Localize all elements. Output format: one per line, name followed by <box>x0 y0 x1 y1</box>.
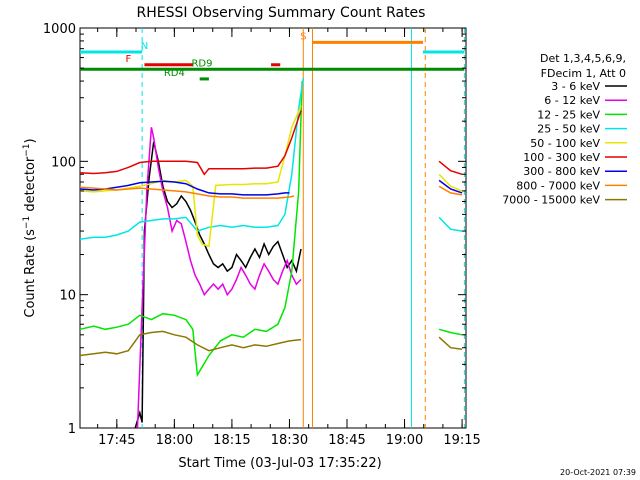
series-line-0-seg-0 <box>134 141 302 429</box>
legend: Det 1,3,4,5,6,9, FDecim 1, Att 03 - 6 keV… <box>502 52 627 207</box>
flag-label-0: N <box>141 41 148 52</box>
series-line-7-seg-0 <box>79 186 295 199</box>
series-line-2-seg-1 <box>438 328 463 336</box>
y-tick-label-2: 100 <box>51 155 76 170</box>
legend-label-4: 50 - 100 keV <box>530 137 600 150</box>
footer-date: 20-Oct-2021 07:39 <box>560 468 636 477</box>
x-axis-label: Start Time (03-Jul-03 17:35:22) <box>178 456 381 471</box>
series-line-5-seg-1 <box>438 160 463 176</box>
x-tick-label-3: 18:30 <box>271 433 308 448</box>
series-line-6-seg-1 <box>438 179 463 194</box>
legend-label-8: 7000 - 15000 keV <box>502 194 600 207</box>
y-tick-label-0: 1 <box>68 422 76 437</box>
series-line-8-seg-0 <box>79 330 302 357</box>
series-line-6-seg-0 <box>79 180 290 196</box>
legend-label-1: 6 - 12 keV <box>544 94 600 107</box>
series-line-3-seg-1 <box>438 216 463 232</box>
flag-label-5: S <box>300 31 306 42</box>
x-tick-label-5: 19:00 <box>386 433 423 448</box>
series-line-2-seg-0 <box>79 81 303 378</box>
series-line-8-seg-1 <box>438 336 463 350</box>
series-line-1-seg-0 <box>136 127 302 429</box>
legend-label-7: 800 - 7000 keV <box>516 179 600 192</box>
series-line-7-seg-1 <box>438 185 463 196</box>
legend-label-0: 3 - 6 keV <box>551 80 600 93</box>
legend-label-6: 300 - 800 keV <box>523 165 600 178</box>
legend-label-5: 100 - 300 keV <box>523 151 600 164</box>
flag-label-2: F <box>125 54 131 65</box>
y-tick-label-1: 10 <box>59 289 76 304</box>
legend-header-1: FDecim 1, Att 0 <box>541 67 626 80</box>
axes-layer: 1 10 100 1000 17:45 18:00 18:15 18:30 18:45 19:00… <box>43 22 481 448</box>
plot-data-layer: NF RD9 RD4 S <box>79 28 465 429</box>
x-tick-label-6: 19:15 <box>443 433 480 448</box>
series-line-5-seg-0 <box>79 110 302 176</box>
flag-label-4: RD4 <box>164 68 185 79</box>
y-tick-label-3: 1000 <box>43 22 76 37</box>
flag-label-3: RD9 <box>191 58 212 69</box>
legend-label-2: 12 - 25 keV <box>537 108 600 121</box>
x-tick-label-4: 18:45 <box>328 433 365 448</box>
chart-title: RHESSI Observing Summary Count Rates <box>137 5 426 21</box>
y-axis-label: Count Rate (s−1 detector−1) <box>22 138 38 317</box>
x-tick-label-2: 18:15 <box>213 433 250 448</box>
x-tick-label-1: 18:00 <box>156 433 193 448</box>
plot-frame <box>79 27 467 429</box>
x-tick-label-0: 17:45 <box>98 433 135 448</box>
legend-label-3: 25 - 50 keV <box>537 123 600 136</box>
legend-header-0: Det 1,3,4,5,6,9, <box>540 52 626 65</box>
series-line-4-seg-1 <box>438 173 463 192</box>
